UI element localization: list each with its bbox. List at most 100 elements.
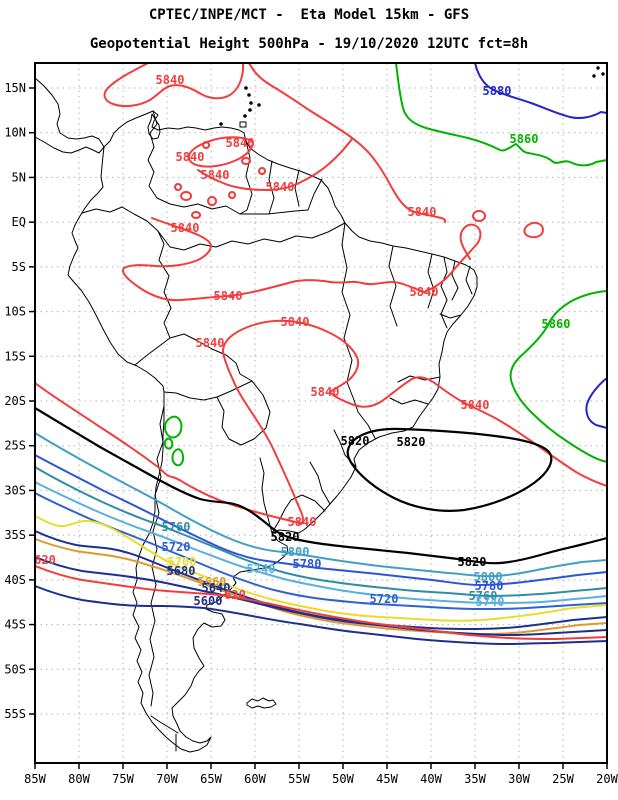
contour-label-5840: 5840 (266, 180, 295, 194)
x-tick-label: 35W (464, 772, 486, 786)
falkland-islands (246, 697, 277, 709)
contour-label-5820: 5820 (271, 530, 300, 544)
y-tick-label: 25S (4, 439, 26, 453)
contour-label-5840: 5840 (196, 336, 225, 350)
contour-label-5840: 5840 (288, 515, 317, 529)
y-tick-label: 50S (4, 662, 26, 676)
contour-5840-southern-trough (34, 319, 608, 525)
contour-5860-andes-cells (163, 415, 185, 467)
chart-title: CPTEC/INPE/MCT - Eta Model 15km - GFS (148, 7, 470, 23)
contour-label-5740: 5740 (476, 595, 505, 609)
contour-5840-amazon-chain (122, 217, 482, 302)
contour-label-5820: 5820 (397, 435, 426, 449)
x-tick-label: 30W (508, 772, 530, 786)
y-axis: 15N 10N 5N EQ 5S 10S 15S 20S 25S 30S 35S 40S 45S 50S 5… (4, 81, 35, 721)
contour-5840-venezuela-line (197, 138, 353, 191)
contour-label-5840: 5840 (156, 73, 185, 87)
contour-label-5680: 5680 (167, 564, 196, 578)
y-tick-label: 10N (4, 126, 26, 140)
contour-label-5840: 5840 (311, 385, 340, 399)
y-tick-label: 35S (4, 528, 26, 542)
chart-subtitle: Geopotential Height 500hPa - 19/10/2020 … (89, 36, 529, 52)
contour-5840-small-cells (174, 141, 544, 239)
contour-label-5840: 5840 (408, 205, 437, 219)
contour-5680 (34, 530, 608, 630)
x-tick-label: 40W (420, 772, 442, 786)
x-tick-label: 80W (68, 772, 90, 786)
x-axis: 85W 80W 75W 70W 65W 60W 55W 50W 45W 40W 35W 30W 25W 2… (24, 763, 618, 786)
map-frame (34, 62, 608, 764)
y-tick-label: 55S (4, 707, 26, 721)
x-tick-label: 85W (24, 772, 46, 786)
contour-5640 (34, 556, 608, 636)
contour-5860-east (509, 290, 608, 463)
contour-label-5820: 5820 (458, 555, 487, 569)
x-tick-label: 20W (596, 772, 618, 786)
contour-label-5840: 5840 (281, 315, 310, 329)
y-tick-label: 15N (4, 81, 26, 95)
contour-5840-ne-sweep (248, 62, 447, 223)
contour-5780 (34, 454, 608, 586)
y-tick-label: 15S (4, 349, 26, 363)
contour-label-5740: 5740 (247, 562, 276, 576)
contour-label-5760: 5760 (162, 520, 191, 534)
contour-label-5760: 5760 (469, 589, 498, 603)
contour-label-5620: 620 (224, 588, 246, 602)
y-tick-label: 10S (4, 305, 26, 319)
trinidad-island (239, 121, 247, 128)
contour-label-5780: 5780 (475, 579, 504, 593)
contour-5720 (34, 492, 608, 610)
contour-label-5840: 5840 (176, 150, 205, 164)
y-tick-label: 20S (4, 394, 26, 408)
contour-label-5700: 5700 (168, 555, 197, 569)
contour-label-5720: 5720 (162, 540, 191, 554)
magellan-strait (150, 715, 179, 734)
y-tick-label: EQ (12, 215, 26, 229)
contour-label-5660: 5660 (198, 575, 227, 589)
x-tick-label: 25W (552, 772, 574, 786)
contour-label-5840: 5840 (226, 136, 255, 150)
x-tick-label: 55W (288, 772, 310, 786)
x-tick-label: 45W (376, 772, 398, 786)
contour-5800 (34, 432, 608, 578)
contour-5760 (34, 466, 608, 597)
contour-label-5840: 5840 (201, 168, 230, 182)
contour-label-5800: 5800 (474, 570, 503, 584)
contour-5860-north (395, 62, 608, 167)
y-tick-label: 30S (4, 483, 26, 497)
y-tick-label: 45S (4, 618, 26, 632)
contour-labels-layer: 5880 5860 5860 5840 5840 5840 5840 5840 5840 5840… (34, 73, 570, 609)
geography-layer (34, 66, 605, 753)
contour-label-5600: 5600 (194, 594, 223, 608)
contour-label-5780: 5780 (293, 557, 322, 571)
contour-label-5820: 5820 (341, 434, 370, 448)
x-tick-label: 75W (112, 772, 134, 786)
contour-5700 (34, 515, 608, 622)
contour-label-5620: 620 (34, 553, 56, 567)
contour-5600 (34, 585, 608, 645)
x-tick-label: 70W (156, 772, 178, 786)
y-tick-label: 5S (12, 260, 26, 274)
country-and-state-borders (81, 110, 473, 707)
central-america-caribbean-coast (34, 77, 105, 148)
contour-label-5880: 5880 (483, 84, 512, 98)
contour-5740 (34, 481, 608, 604)
contour-5620 (34, 565, 608, 640)
contour-label-5840: 5840 (214, 289, 243, 303)
contour-5880-north (474, 62, 608, 120)
contour-5840-colombia-loop (187, 136, 255, 168)
contour-label-5840: 5840 (461, 398, 490, 412)
x-tick-label: 60W (244, 772, 266, 786)
contour-label-5840: 5840 (410, 285, 439, 299)
contour-5820-closed-cell (346, 427, 553, 512)
y-tick-label: 40S (4, 573, 26, 587)
contour-5840-nw-loop (103, 62, 244, 108)
contour-5880-east-cell (585, 377, 608, 429)
central-america-pacific-coast (34, 136, 105, 154)
contour-label-5800: 5800 (281, 545, 310, 559)
lake-maracaibo (147, 113, 161, 140)
lesser-antilles-islands (219, 66, 605, 126)
contour-label-5640: 5640 (202, 581, 231, 595)
